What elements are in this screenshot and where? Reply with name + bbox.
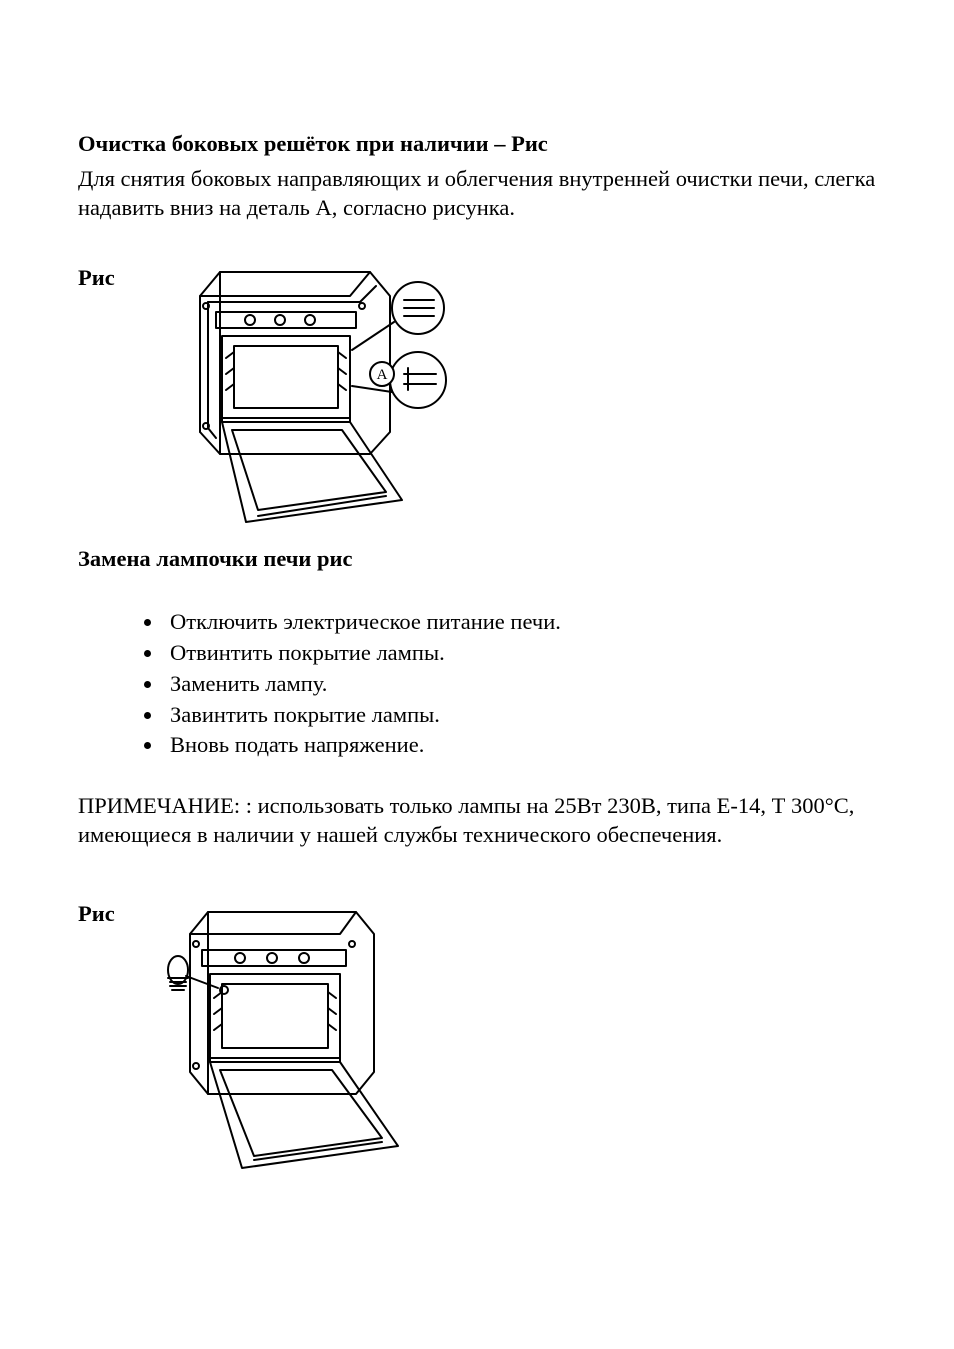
- section2-heading-line: Замена лампочки печи рис: [78, 545, 876, 574]
- section1-heading-line: Очистка боковых решёток при наличии – Ри…: [78, 130, 876, 159]
- spacer: [78, 228, 876, 262]
- spacer: [78, 770, 876, 792]
- list-item: Отвинтить покрытие лампы.: [164, 639, 876, 668]
- oven-diagram-a: A: [160, 262, 460, 537]
- figure1-label: Рис: [78, 262, 124, 293]
- section2-note: ПРИМЕЧАНИЕ: : использовать только лампы …: [78, 792, 876, 850]
- list-item: Отключить электрическое питание печи.: [164, 608, 876, 637]
- figure2-label: Рис: [78, 898, 124, 929]
- figure1-diagram: A: [160, 262, 460, 537]
- section1-body: Для снятия боковых направляющих и облегч…: [78, 165, 876, 223]
- figure2-diagram: [160, 898, 430, 1188]
- document-page: Очистка боковых решёток при наличии – Ри…: [0, 0, 954, 1248]
- section1-heading: Очистка боковых решёток при наличии – Ри…: [78, 131, 548, 156]
- callout-letter: A: [377, 367, 388, 383]
- figure2-row: Рис: [78, 898, 876, 1188]
- section2-heading: Замена лампочки печи рис: [78, 546, 352, 571]
- list-item: Завинтить покрытие лампы.: [164, 701, 876, 730]
- list-item: Заменить лампу.: [164, 670, 876, 699]
- list-item: Вновь подать напряжение.: [164, 731, 876, 760]
- figure1-row: Рис: [78, 262, 876, 537]
- section2-bullet-list: Отключить электрическое питание печи. От…: [78, 608, 876, 760]
- oven-diagram-lamp: [160, 898, 430, 1188]
- spacer: [78, 856, 876, 898]
- spacer: [78, 580, 876, 598]
